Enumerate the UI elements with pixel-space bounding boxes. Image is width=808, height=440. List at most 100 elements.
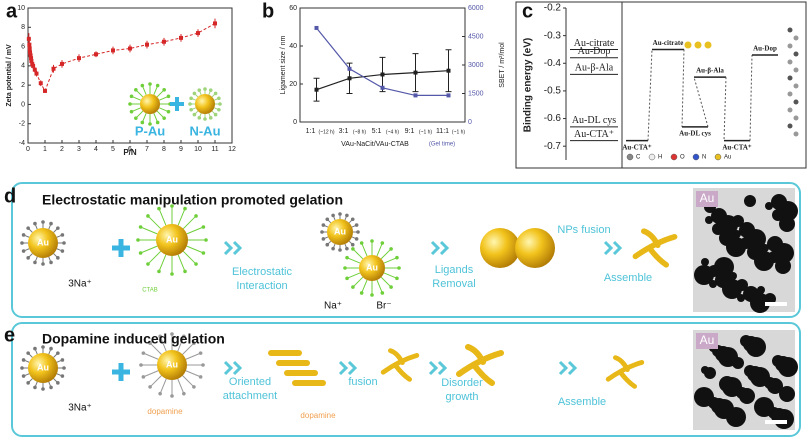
ligand bbox=[182, 375, 195, 388]
ligand bbox=[159, 378, 167, 394]
micrograph-feature bbox=[772, 209, 784, 221]
ligand-head bbox=[33, 260, 37, 265]
ligand bbox=[380, 248, 392, 260]
annotation: P-Au bbox=[135, 123, 165, 138]
point bbox=[314, 87, 319, 92]
y2-axis-label: SBET / m²/mol bbox=[499, 42, 506, 88]
legend-label: C bbox=[636, 155, 641, 161]
panel-d-frame bbox=[11, 182, 801, 318]
x-tick-label: 12 bbox=[228, 146, 236, 153]
ligand-head bbox=[60, 374, 65, 378]
legend-label: H bbox=[658, 155, 662, 161]
gel-network bbox=[380, 348, 420, 382]
level-label: Au-Dop bbox=[578, 46, 611, 57]
ligand-head bbox=[194, 214, 198, 218]
ligand-head bbox=[49, 260, 53, 265]
ligand-head bbox=[148, 82, 152, 86]
scale-bar bbox=[765, 420, 787, 424]
point bbox=[128, 46, 132, 51]
nanoparticle bbox=[359, 255, 385, 281]
nanoparticle bbox=[140, 94, 160, 114]
ligand-head bbox=[158, 391, 162, 396]
scheme-label: Interaction bbox=[236, 280, 287, 292]
y2-tick-label: 1500 bbox=[468, 90, 484, 97]
y2-tick-label: 0 bbox=[468, 119, 472, 126]
ligand bbox=[185, 352, 201, 360]
micrograph-feature bbox=[733, 230, 741, 238]
ligand-head bbox=[129, 109, 134, 114]
connector bbox=[647, 49, 653, 141]
scheme-label: 3Na⁺ bbox=[68, 279, 92, 290]
ligand bbox=[149, 342, 162, 355]
ligand-head bbox=[354, 223, 359, 227]
point bbox=[162, 39, 166, 44]
panel-letter: c bbox=[522, 0, 533, 22]
point bbox=[38, 81, 43, 86]
level-label: Au-DL cys bbox=[572, 115, 616, 126]
point bbox=[60, 61, 64, 66]
ligand-head bbox=[203, 87, 207, 91]
scheme-title: Dopamine induced gelation bbox=[42, 331, 225, 347]
ligand bbox=[186, 226, 204, 235]
ligand-head bbox=[217, 96, 221, 101]
ligand-head bbox=[162, 116, 166, 120]
point bbox=[347, 66, 352, 71]
level-label: Au-β-Ala bbox=[696, 67, 724, 75]
panel-letter: d bbox=[4, 185, 16, 207]
ligand-head bbox=[201, 251, 206, 255]
gel-network bbox=[456, 344, 504, 386]
ligand-head bbox=[201, 363, 205, 367]
ligand-head bbox=[33, 385, 37, 390]
x-tick-label: 4 bbox=[94, 146, 98, 153]
x-tick-label: 2 bbox=[60, 146, 64, 153]
x-tick-label: 3 bbox=[77, 146, 81, 153]
ligand-head bbox=[170, 394, 174, 398]
legend-label: Au bbox=[724, 155, 731, 161]
ligand-head bbox=[60, 233, 65, 237]
legend-label: N bbox=[702, 155, 706, 161]
scheme-label: Assemble bbox=[604, 272, 652, 284]
ligand-head bbox=[148, 122, 152, 126]
connector bbox=[681, 49, 685, 127]
panel-letter: b bbox=[262, 0, 274, 22]
ligand-head bbox=[41, 387, 45, 391]
ligand-head bbox=[21, 249, 26, 253]
nanoparticle bbox=[195, 94, 215, 114]
molecule-atom bbox=[787, 123, 793, 129]
au-atom bbox=[694, 41, 702, 49]
ligand-head bbox=[345, 213, 349, 218]
micrograph-feature bbox=[705, 216, 713, 224]
ligand-head bbox=[56, 226, 60, 230]
ligand-head bbox=[204, 238, 208, 242]
ligand bbox=[376, 242, 383, 257]
ligand bbox=[361, 242, 368, 257]
ligand-head bbox=[182, 391, 186, 396]
point bbox=[51, 66, 56, 71]
point bbox=[413, 70, 418, 75]
ligand-head bbox=[155, 120, 160, 125]
arrow bbox=[428, 360, 439, 376]
ligand-head bbox=[20, 366, 24, 370]
chain bbox=[268, 350, 302, 356]
ligand-head bbox=[141, 351, 146, 355]
arrow bbox=[439, 240, 450, 256]
y-tick-label: -0.6 bbox=[544, 113, 562, 124]
ligand-head bbox=[182, 334, 186, 339]
ligand-head bbox=[139, 363, 143, 367]
ligand-head bbox=[350, 242, 355, 247]
ligand bbox=[177, 208, 186, 226]
molecule-atom bbox=[787, 107, 793, 113]
ligand-head bbox=[370, 293, 374, 297]
micrograph-feature bbox=[709, 280, 717, 288]
y-axis-label: Ligament size / nm bbox=[280, 35, 287, 94]
point bbox=[111, 48, 115, 53]
arrow bbox=[612, 240, 623, 256]
x-axis-label: VAu-NaCit/VAu-CTAB bbox=[341, 141, 409, 148]
ligand-head bbox=[56, 351, 60, 355]
ligand bbox=[177, 254, 186, 272]
molecule-atom bbox=[787, 43, 793, 49]
ligand-head bbox=[33, 346, 37, 351]
ligand bbox=[361, 279, 368, 294]
ligand-head bbox=[60, 249, 65, 253]
ligand-head bbox=[41, 345, 45, 349]
